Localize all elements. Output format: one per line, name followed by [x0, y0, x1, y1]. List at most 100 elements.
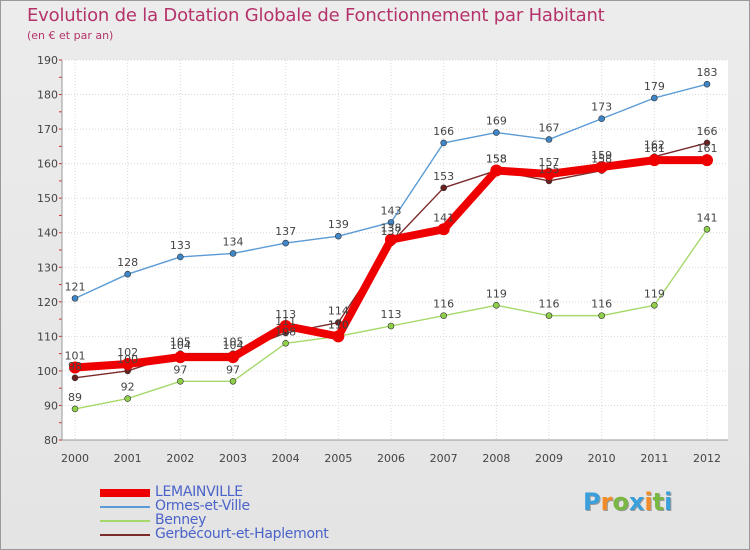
- legend-item: LEMAINVILLE: [100, 484, 400, 500]
- data-point: [332, 330, 345, 343]
- y-tick-label: 110: [37, 330, 58, 343]
- y-tick-label: 130: [37, 261, 58, 274]
- data-label: 113: [275, 308, 296, 321]
- x-tick-label: 2004: [272, 452, 300, 465]
- x-tick-label: 2012: [693, 452, 721, 465]
- data-point: [121, 358, 134, 370]
- data-label: 158: [486, 153, 507, 166]
- data-label: 119: [644, 287, 665, 300]
- y-tick-label: 150: [37, 192, 58, 205]
- data-label: 133: [170, 239, 191, 252]
- data-point: [651, 94, 658, 102]
- data-label: 116: [539, 298, 560, 311]
- legend-label: Ormes-et-Ville: [155, 498, 250, 514]
- data-label: 159: [591, 149, 612, 162]
- x-tick-label: 2008: [482, 452, 510, 465]
- data-label: 104: [170, 339, 191, 352]
- data-label: 102: [117, 346, 138, 359]
- y-tick-label: 80: [44, 434, 58, 447]
- data-point: [71, 405, 79, 413]
- data-point: [387, 219, 395, 226]
- data-label: 114: [328, 305, 349, 318]
- legend-swatch: [100, 506, 150, 508]
- data-point: [385, 233, 397, 246]
- data-label: 161: [644, 142, 665, 155]
- data-label: 121: [65, 280, 86, 293]
- data-label: 143: [381, 204, 402, 217]
- data-label: 141: [697, 211, 718, 224]
- legend-label: LEMAINVILLE: [155, 484, 243, 500]
- y-tick-label: 140: [37, 227, 58, 240]
- data-label: 110: [328, 318, 349, 331]
- data-label: 134: [223, 235, 244, 248]
- data-label: 105: [223, 336, 244, 349]
- data-label: 166: [697, 125, 718, 138]
- chart-title: Evolution de la Dotation Globale de Fonc…: [27, 5, 605, 26]
- x-tick-label: 2010: [588, 452, 616, 465]
- y-tick-label: 190: [37, 54, 58, 67]
- data-point: [71, 374, 79, 382]
- data-label: 173: [591, 101, 612, 114]
- data-label: 153: [433, 170, 454, 183]
- x-tick-label: 2000: [61, 452, 89, 465]
- data-point: [493, 129, 500, 136]
- legend-item: Ormes-et-Ville: [100, 498, 400, 514]
- data-label: 167: [539, 121, 560, 134]
- data-point: [227, 351, 239, 364]
- data-point: [174, 351, 187, 364]
- x-tick-label: 2006: [377, 452, 405, 465]
- data-point: [648, 154, 661, 167]
- data-point: [387, 322, 395, 330]
- data-point: [177, 253, 184, 261]
- data-point: [490, 164, 503, 177]
- data-label: 111: [275, 315, 296, 328]
- data-label: 97: [226, 363, 240, 376]
- data-label: 179: [644, 80, 665, 93]
- data-label: 97: [173, 363, 187, 376]
- data-point: [124, 270, 131, 278]
- data-label: 166: [433, 125, 454, 138]
- data-point: [229, 377, 237, 385]
- x-tick-label: 2009: [535, 452, 563, 465]
- proxiti-logo: Proxiti: [583, 488, 673, 516]
- data-point: [543, 168, 555, 180]
- data-label: 89: [68, 391, 82, 404]
- data-point: [124, 395, 131, 402]
- data-label: 157: [539, 156, 560, 169]
- x-tick-label: 2003: [219, 452, 247, 465]
- data-label: 92: [121, 381, 135, 394]
- data-label: 139: [328, 218, 349, 231]
- data-label: 113: [381, 308, 402, 321]
- data-label: 138: [381, 222, 402, 235]
- y-tick-label: 90: [44, 399, 58, 412]
- x-tick-label: 2007: [430, 452, 458, 465]
- legend-item: Benney: [100, 512, 400, 528]
- data-label: 158: [486, 153, 507, 166]
- y-tick-label: 180: [37, 89, 58, 102]
- data-point: [71, 295, 79, 302]
- legend-label: Benney: [155, 512, 207, 528]
- data-label: 137: [381, 225, 402, 238]
- data-point: [440, 139, 447, 147]
- data-label: 104: [223, 339, 244, 352]
- data-point: [69, 361, 81, 374]
- data-label: 101: [65, 349, 86, 362]
- data-label: 161: [697, 142, 718, 155]
- plot-area: [62, 60, 728, 440]
- data-point: [701, 154, 713, 167]
- data-point: [437, 223, 450, 236]
- data-point: [440, 184, 447, 192]
- data-label: 116: [591, 298, 612, 311]
- data-point: [703, 225, 711, 233]
- data-label: 158: [591, 153, 612, 166]
- data-label: 137: [275, 225, 296, 238]
- data-label: 98: [68, 360, 82, 373]
- data-point: [335, 232, 342, 240]
- data-point: [545, 136, 553, 143]
- data-point: [598, 115, 605, 123]
- data-label: 155: [539, 163, 560, 176]
- legend-swatch: [100, 489, 150, 497]
- data-point: [703, 139, 711, 147]
- data-label: 128: [117, 256, 138, 269]
